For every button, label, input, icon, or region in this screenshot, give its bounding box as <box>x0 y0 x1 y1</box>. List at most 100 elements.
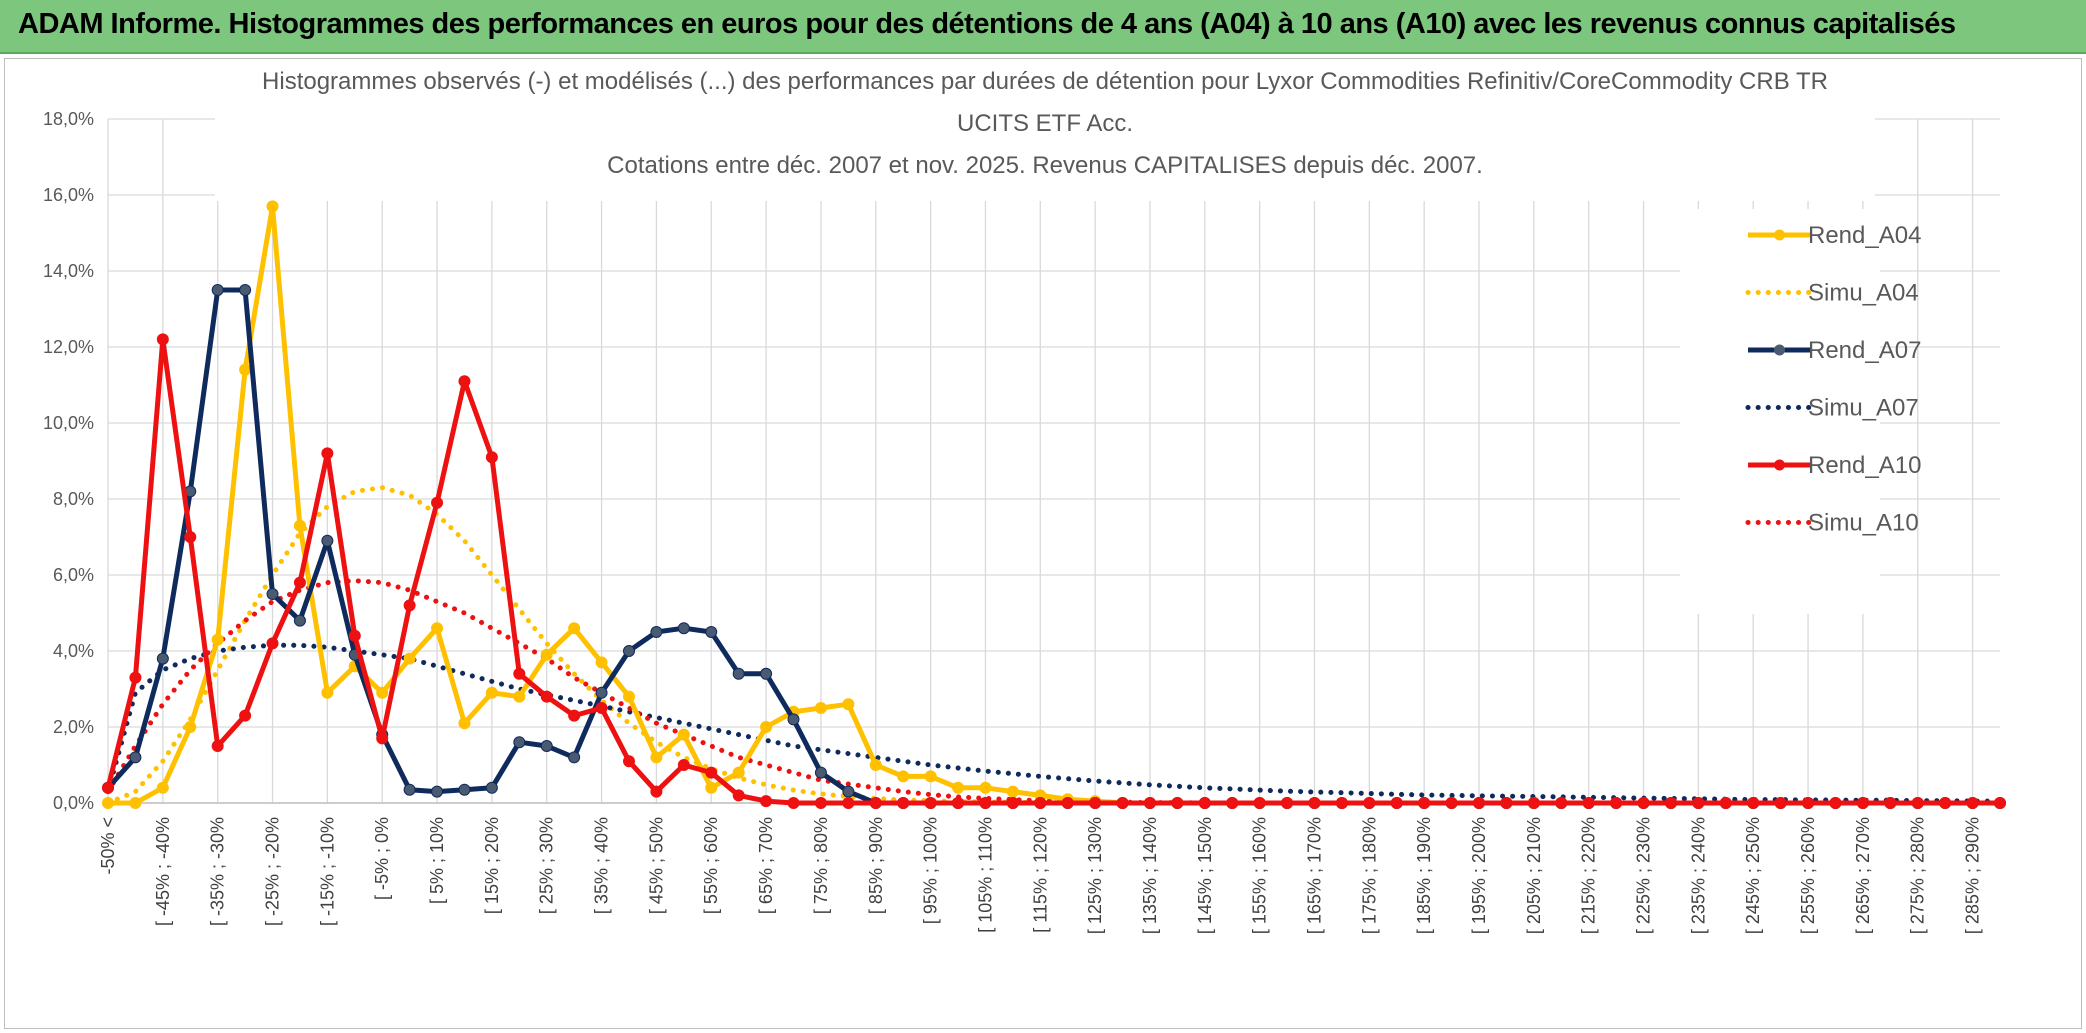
data-point <box>1664 797 1677 809</box>
x-tick-label: [ 275% ; 280% <box>1908 817 1928 934</box>
x-tick-label: [ -15% ; -10% <box>317 817 337 926</box>
data-point <box>403 783 416 796</box>
data-point <box>156 652 169 665</box>
data-point <box>1856 797 1869 809</box>
data-point <box>184 721 197 733</box>
data-point <box>1171 797 1184 809</box>
series-Simu_A07 <box>105 642 2003 804</box>
data-point <box>677 728 690 741</box>
data-point <box>1555 797 1568 809</box>
y-tick-label: 16,0% <box>43 185 94 205</box>
data-point <box>732 667 745 680</box>
data-point <box>211 633 224 646</box>
legend-item: Simu_A07 <box>1745 395 1919 422</box>
x-tick-label: [ 125% ; 130% <box>1085 817 1105 934</box>
data-point <box>842 785 855 798</box>
data-point <box>1034 797 1047 809</box>
data-point <box>760 721 773 733</box>
x-tick-label: [ 105% ; 110% <box>975 817 995 933</box>
data-point <box>102 797 114 809</box>
data-point <box>1335 797 1348 809</box>
data-point <box>1143 797 1156 809</box>
legend-label: Rend_A07 <box>1808 337 1921 364</box>
data-point <box>787 797 800 809</box>
data-point <box>239 363 252 376</box>
data-point <box>1747 797 1760 809</box>
legend-marker <box>1774 459 1785 471</box>
data-point <box>431 622 444 635</box>
data-point <box>1582 797 1595 809</box>
data-point <box>211 284 224 296</box>
x-tick-label: [ 25% ; 30% <box>537 817 557 914</box>
series-line <box>105 642 2003 804</box>
x-tick-label: [ 145% ; 150% <box>1195 817 1215 934</box>
legend-background <box>1680 209 1880 614</box>
x-tick-label: [ 135% ; 140% <box>1140 817 1160 934</box>
data-point <box>1884 797 1897 809</box>
data-point <box>129 751 142 764</box>
data-point <box>1473 797 1486 809</box>
data-point <box>952 797 965 809</box>
data-point <box>266 200 279 213</box>
data-point <box>1527 797 1540 809</box>
y-tick-label: 8,0% <box>53 489 94 509</box>
data-point <box>568 751 581 764</box>
data-point <box>1802 797 1815 809</box>
x-tick-label: [ -5% ; 0% <box>372 817 392 900</box>
data-point <box>431 496 444 509</box>
data-point <box>1637 797 1650 809</box>
data-point <box>211 740 224 752</box>
data-point <box>485 781 498 794</box>
data-point <box>156 781 169 794</box>
data-point <box>732 789 745 802</box>
y-tick-label: 4,0% <box>53 641 94 661</box>
page-title: ADAM Informe. Histogrammes des performan… <box>18 8 1956 40</box>
y-tick-label: 0,0% <box>53 793 94 813</box>
y-tick-label: 10,0% <box>43 413 94 433</box>
legend-marker <box>1774 344 1785 356</box>
series-Rend_A10 <box>102 333 2006 809</box>
data-point <box>650 626 663 638</box>
data-point <box>1911 797 1924 809</box>
data-point <box>869 797 882 809</box>
data-point <box>650 785 663 798</box>
data-point <box>979 781 992 794</box>
data-point <box>677 759 690 771</box>
data-point <box>458 717 471 730</box>
data-point <box>184 531 197 543</box>
data-point <box>266 588 279 600</box>
data-point <box>595 702 608 714</box>
chart-title: Histogrammes observés (-) et modélisés (… <box>262 68 1828 95</box>
data-point <box>1308 797 1321 809</box>
legend-label: Simu_A07 <box>1808 395 1919 422</box>
series-line <box>105 336 2000 806</box>
data-point <box>1610 797 1623 809</box>
legend-item: Simu_A10 <box>1745 510 1919 537</box>
legend-label: Simu_A10 <box>1808 510 1919 537</box>
data-point <box>321 686 334 699</box>
data-point <box>431 785 444 798</box>
data-point <box>842 698 855 711</box>
data-point <box>1994 797 2006 809</box>
data-point <box>595 656 608 669</box>
data-point <box>952 781 965 794</box>
x-tick-label: [ 195% ; 200% <box>1469 817 1489 934</box>
data-point <box>1089 797 1102 809</box>
data-point <box>814 797 827 809</box>
data-point <box>403 599 416 612</box>
data-point <box>458 783 471 796</box>
chart-area: 0,0% 2,0% 4,0% 6,0% 8,0% 10,0% 12,0% 14,0% 16,0%… <box>4 58 2082 1029</box>
data-point <box>650 751 663 764</box>
data-point <box>102 781 114 794</box>
x-tick-label: [ 215% ; 220% <box>1579 817 1599 934</box>
legend-label: Rend_A04 <box>1808 222 1921 249</box>
data-point <box>321 534 334 547</box>
data-point <box>1445 797 1458 809</box>
x-tick-label: [ -35% ; -30% <box>208 817 228 926</box>
data-point <box>239 284 252 296</box>
gridlines <box>107 118 2000 804</box>
x-tick-label: [ -45% ; -40% <box>153 817 173 926</box>
data-point <box>376 732 389 745</box>
x-tick-label: [ 155% ; 160% <box>1250 817 1270 934</box>
data-point <box>1061 797 1074 809</box>
